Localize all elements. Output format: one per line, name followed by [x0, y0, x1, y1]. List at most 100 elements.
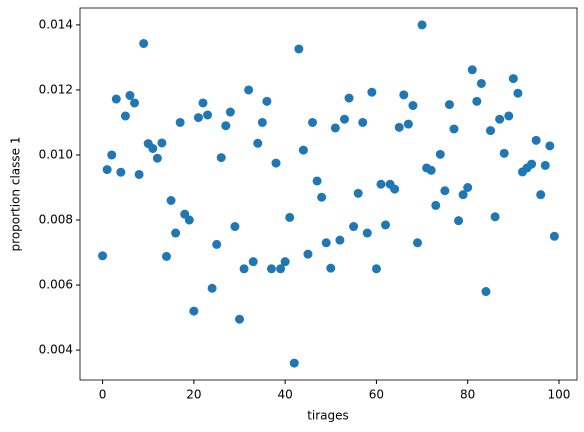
point: [157, 138, 167, 148]
point: [303, 249, 313, 259]
point: [344, 93, 354, 103]
point: [166, 196, 176, 206]
point: [381, 220, 391, 230]
point: [148, 143, 158, 153]
point: [376, 179, 386, 189]
point: [536, 190, 546, 200]
point: [476, 78, 486, 88]
point: [335, 235, 345, 245]
point: [298, 145, 308, 155]
point: [257, 117, 267, 127]
point: [289, 358, 299, 368]
point: [239, 264, 249, 274]
point: [248, 257, 258, 267]
y-tick-label: 0.010: [39, 147, 73, 161]
point: [193, 113, 203, 123]
point: [481, 287, 491, 297]
point: [294, 44, 304, 54]
point: [111, 94, 121, 104]
point: [161, 251, 171, 261]
point: [549, 231, 559, 241]
point: [175, 117, 185, 127]
point: [358, 117, 368, 127]
point: [495, 114, 505, 124]
point: [349, 222, 359, 232]
point: [130, 98, 140, 108]
point: [513, 88, 523, 98]
point: [139, 38, 149, 48]
point: [98, 251, 108, 261]
point: [499, 148, 509, 158]
point: [540, 160, 550, 170]
y-tick-label: 0.012: [39, 82, 73, 96]
point: [339, 114, 349, 124]
point: [362, 228, 372, 238]
point: [134, 169, 144, 179]
x-tick-label: 60: [369, 388, 384, 402]
x-tick-label: 0: [99, 388, 107, 402]
point: [203, 110, 213, 120]
point: [107, 150, 117, 160]
point: [449, 124, 459, 134]
point: [125, 90, 135, 100]
y-tick-label: 0.004: [39, 343, 73, 357]
point: [308, 117, 318, 127]
point: [230, 222, 240, 232]
point: [408, 101, 418, 111]
x-tick-label: 100: [548, 388, 571, 402]
plot-frame: [79, 7, 578, 381]
y-axis-label: proportion classe 1: [9, 137, 23, 252]
point: [444, 100, 454, 110]
point: [426, 165, 436, 175]
point: [198, 98, 208, 108]
point: [235, 314, 245, 324]
point: [431, 200, 441, 210]
point: [271, 158, 281, 168]
point: [212, 239, 222, 249]
point: [458, 190, 468, 200]
point: [490, 212, 500, 222]
point: [312, 176, 322, 186]
point: [394, 122, 404, 132]
point: [207, 283, 217, 293]
x-tick-label: 20: [186, 388, 201, 402]
point: [353, 188, 363, 198]
point: [399, 90, 409, 100]
point: [531, 135, 541, 145]
point: [253, 138, 263, 148]
point: [280, 257, 290, 267]
point: [317, 192, 327, 202]
point: [330, 123, 340, 133]
point: [467, 65, 477, 75]
point: [152, 153, 162, 163]
point: [221, 121, 231, 131]
point: [225, 107, 235, 117]
point: [486, 126, 496, 136]
y-tick-label: 0.014: [39, 17, 73, 31]
point: [403, 119, 413, 129]
point: [266, 264, 276, 274]
point: [454, 216, 464, 226]
point: [417, 20, 427, 30]
point: [472, 96, 482, 106]
y-tick-label: 0.006: [39, 278, 73, 292]
point: [440, 186, 450, 196]
point: [390, 184, 400, 194]
point: [545, 141, 555, 151]
point: [171, 228, 181, 238]
point: [285, 212, 295, 222]
point: [321, 238, 331, 248]
x-axis-label: tirages: [307, 409, 349, 423]
point: [102, 165, 112, 175]
point: [371, 264, 381, 274]
point: [435, 149, 445, 159]
point: [326, 263, 336, 273]
point: [244, 85, 254, 95]
point: [412, 238, 422, 248]
point: [527, 159, 537, 169]
point: [116, 167, 126, 177]
point: [120, 111, 130, 121]
y-tick-label: 0.008: [39, 213, 73, 227]
point: [276, 264, 286, 274]
point: [216, 153, 226, 163]
